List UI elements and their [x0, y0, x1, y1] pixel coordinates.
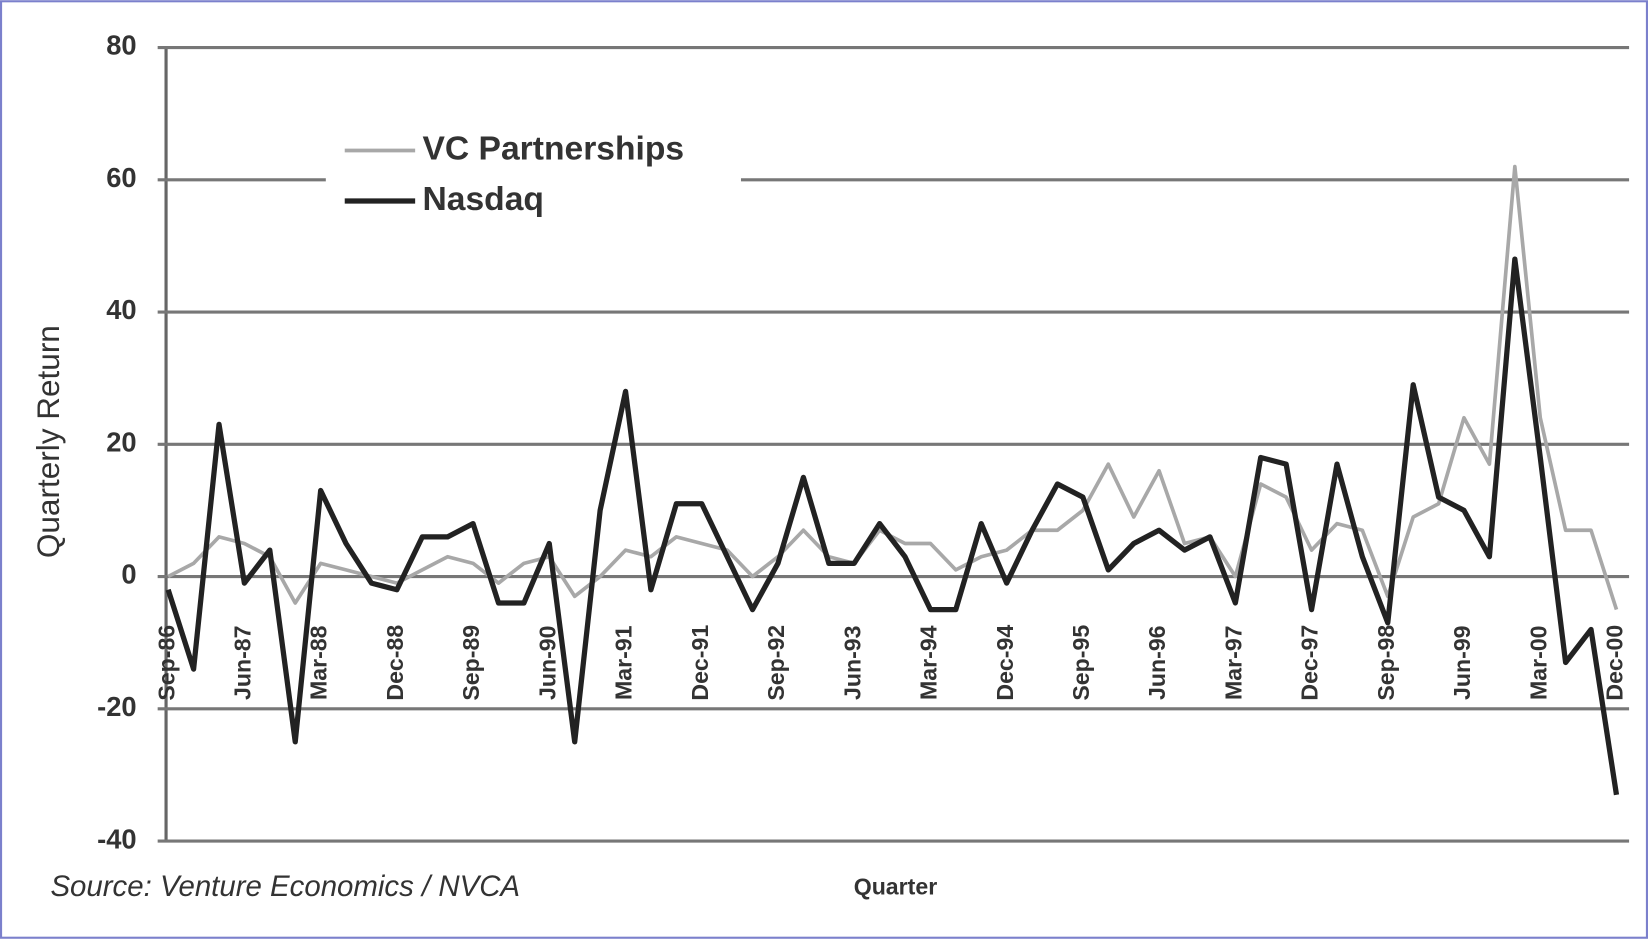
x-tick-label: Dec-88	[382, 625, 408, 701]
legend-label: VC Partnerships	[423, 130, 685, 167]
y-tick-label: -40	[97, 823, 136, 854]
x-tick-label: Sep-95	[1068, 625, 1094, 701]
series-line	[165, 256, 1620, 796]
x-tick-label: Jun-90	[534, 625, 560, 700]
y-tick-label: 60	[106, 162, 136, 193]
x-tick-label: Jun-93	[839, 625, 865, 700]
x-tick-label: Jun-99	[1449, 625, 1475, 700]
x-tick-label: Jun-87	[229, 625, 255, 700]
x-tick-label: Dec-00	[1602, 625, 1628, 701]
x-axis-label: Quarter	[854, 873, 937, 899]
source-note: Source: Venture Economics / NVCA	[50, 870, 520, 903]
x-tick-label: Mar-88	[306, 625, 332, 700]
x-tick-label: Jun-96	[1144, 625, 1170, 700]
x-tick-label: Mar-00	[1525, 625, 1551, 700]
x-tick-label: Dec-91	[687, 625, 713, 701]
y-tick-label: 40	[106, 294, 136, 325]
x-tick-label: Sep-89	[458, 625, 484, 701]
x-tick-label: Sep-98	[1373, 625, 1399, 701]
x-tick-label: Mar-91	[611, 625, 637, 700]
x-tick-label: Sep-92	[763, 625, 789, 701]
x-tick-label: Sep-86	[153, 625, 179, 701]
x-tick-label: Mar-97	[1220, 625, 1246, 700]
legend-label: Nasdaq	[423, 181, 544, 218]
y-tick-label: 80	[106, 30, 136, 61]
y-tick-label: 0	[121, 559, 136, 590]
y-tick-label: 20	[106, 426, 136, 457]
x-tick-label: Dec-97	[1297, 625, 1323, 701]
x-tick-label: Mar-94	[916, 625, 942, 700]
y-tick-label: -20	[97, 691, 136, 722]
x-tick-label: Dec-94	[992, 625, 1018, 701]
y-axis-label: Quarterly Return	[30, 325, 66, 558]
